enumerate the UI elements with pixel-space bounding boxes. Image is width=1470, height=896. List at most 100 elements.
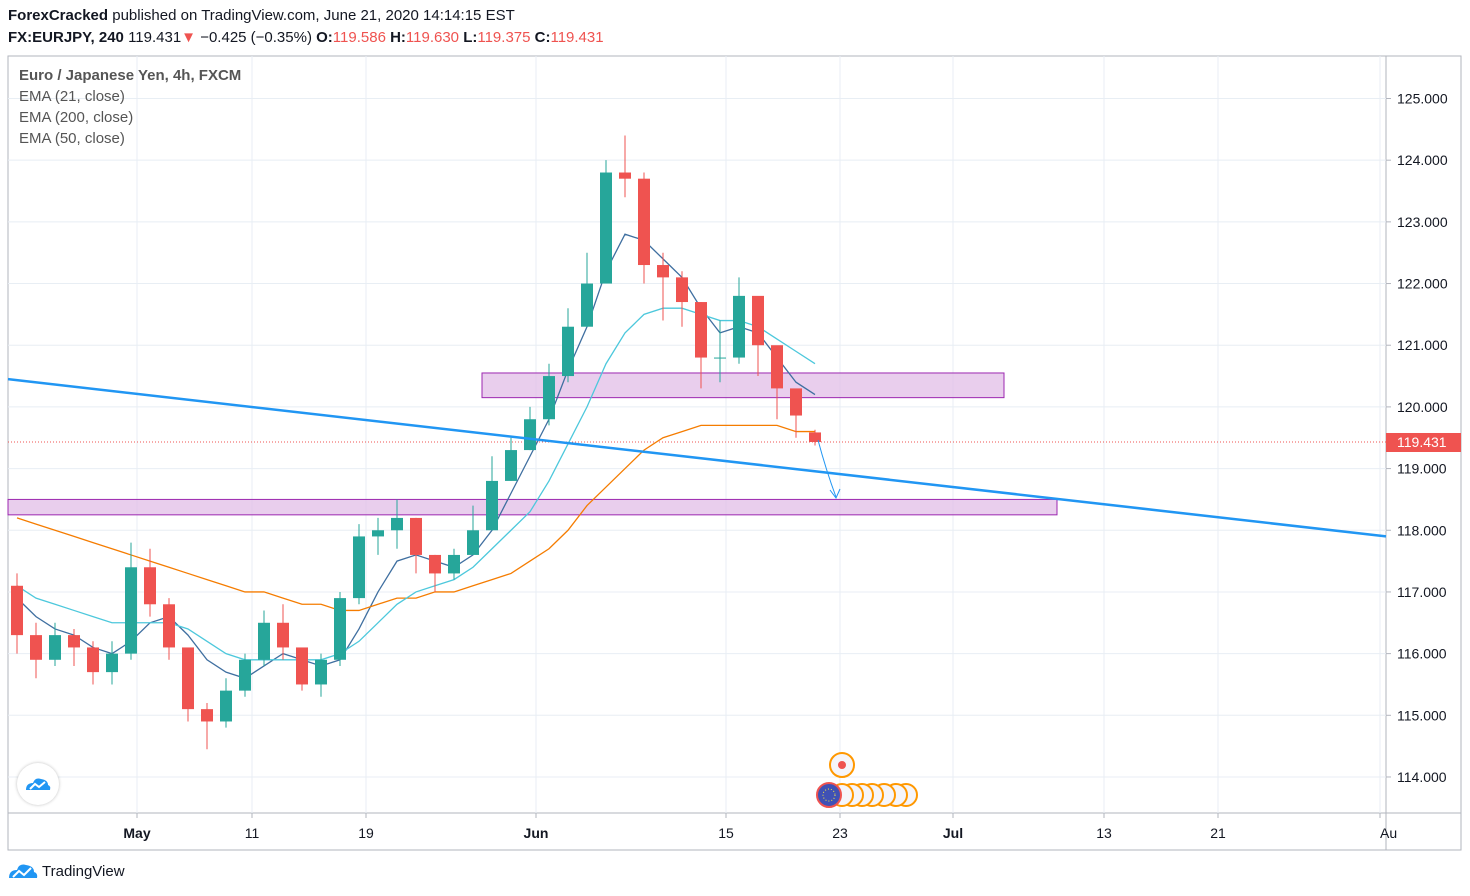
published-text: published on TradingView.com, June 21, 2… [112, 7, 515, 24]
candle-body [410, 517, 422, 555]
resistance-zone [481, 372, 1005, 399]
candle [68, 628, 80, 666]
y-tick-label: 114.000 [1397, 769, 1447, 785]
candle-body [562, 326, 574, 377]
candle [315, 653, 327, 697]
low-label: L: [463, 29, 478, 46]
candle-body [448, 554, 460, 574]
y-tick-label: 125.000 [1397, 91, 1448, 107]
candle-body [733, 295, 745, 358]
candle-body [220, 690, 232, 722]
low-value: 119.375 [477, 29, 531, 46]
high-value: 119.630 [405, 29, 460, 46]
candle-body [315, 659, 327, 685]
x-tick-label: Au [1380, 825, 1397, 841]
candle [714, 320, 726, 383]
candle [809, 429, 821, 446]
y-tick-label: 122.000 [1397, 276, 1448, 292]
tradingview-logo[interactable]: TradingView [8, 862, 125, 880]
candle [391, 499, 403, 549]
candle [201, 702, 213, 750]
y-tick-label: 118.000 [1397, 522, 1447, 538]
legend-ema21[interactable]: EMA (21, close) [19, 88, 125, 105]
candle-body [600, 172, 612, 284]
candle-body [581, 283, 593, 327]
candle [752, 295, 764, 377]
candle-body [695, 302, 707, 358]
candle-body [372, 530, 384, 537]
candle-body [87, 647, 99, 673]
candle [106, 641, 118, 685]
candle [239, 653, 251, 697]
x-tick-label: 23 [832, 825, 848, 841]
x-tick-label: 19 [358, 825, 374, 841]
candle-body [182, 647, 194, 710]
x-tick-label: 13 [1096, 825, 1112, 841]
candle-body [619, 172, 631, 179]
candle [486, 456, 498, 531]
chart-frame [7, 55, 1462, 851]
candle-body [353, 536, 365, 599]
x-tick-label: 11 [245, 825, 260, 841]
candle-body [239, 659, 251, 691]
price-label-bg [1386, 432, 1461, 452]
y-tick-label: 123.000 [1397, 214, 1448, 230]
candle [638, 172, 650, 284]
candle-body [125, 567, 137, 654]
candle [695, 302, 707, 389]
candle-body [106, 653, 118, 673]
author[interactable]: ForexCracked [8, 7, 109, 24]
candle [429, 554, 441, 592]
candle [448, 548, 460, 580]
candle [353, 524, 365, 605]
candle-body [391, 517, 403, 531]
open-label: O: [316, 29, 333, 46]
candle [771, 345, 783, 420]
candle [410, 517, 422, 574]
candle-body [429, 554, 441, 574]
candle-body [771, 345, 783, 389]
candle-body [296, 647, 308, 685]
candle [733, 277, 745, 364]
high-label: H: [390, 29, 406, 46]
candle-body [676, 277, 688, 303]
eu-flag-event-icon [816, 782, 842, 808]
publish-info: ForexCracked published on TradingView.co… [8, 7, 515, 24]
candle [258, 610, 270, 666]
candle [11, 573, 23, 654]
close-label: C: [534, 29, 551, 46]
legend-ema50[interactable]: EMA (50, close) [19, 130, 125, 147]
candle [220, 678, 232, 728]
event-dot-icon [838, 761, 846, 769]
x-tick-label: Jun [524, 825, 549, 841]
brand-name: TradingView [42, 862, 125, 880]
tradingview-button[interactable] [17, 763, 59, 805]
candle-body [30, 635, 42, 660]
candle [657, 252, 669, 321]
candle-body [809, 432, 821, 442]
current-price-label: 119.431 [1397, 434, 1447, 450]
candle [163, 598, 175, 660]
candle-body [258, 622, 270, 660]
arrow-head-icon [829, 488, 841, 499]
candle [524, 406, 536, 451]
projection-arrow [817, 439, 837, 498]
x-tick-label: Jul [943, 825, 963, 841]
candle-body [68, 635, 80, 648]
candle [790, 388, 802, 438]
candle-body [505, 450, 517, 481]
down-arrow-icon: ▼ [181, 29, 197, 46]
candle [562, 308, 574, 383]
legend-ema200[interactable]: EMA (200, close) [19, 109, 134, 126]
candle [296, 647, 308, 691]
candle [600, 160, 612, 284]
candle [125, 542, 137, 660]
candle [543, 363, 555, 426]
candle-body [201, 709, 213, 722]
y-tick-label: 120.000 [1397, 399, 1448, 415]
candle-body [163, 604, 175, 648]
candle-body [486, 480, 498, 531]
candle-body [49, 635, 61, 660]
y-tick-label: 124.000 [1397, 152, 1448, 168]
